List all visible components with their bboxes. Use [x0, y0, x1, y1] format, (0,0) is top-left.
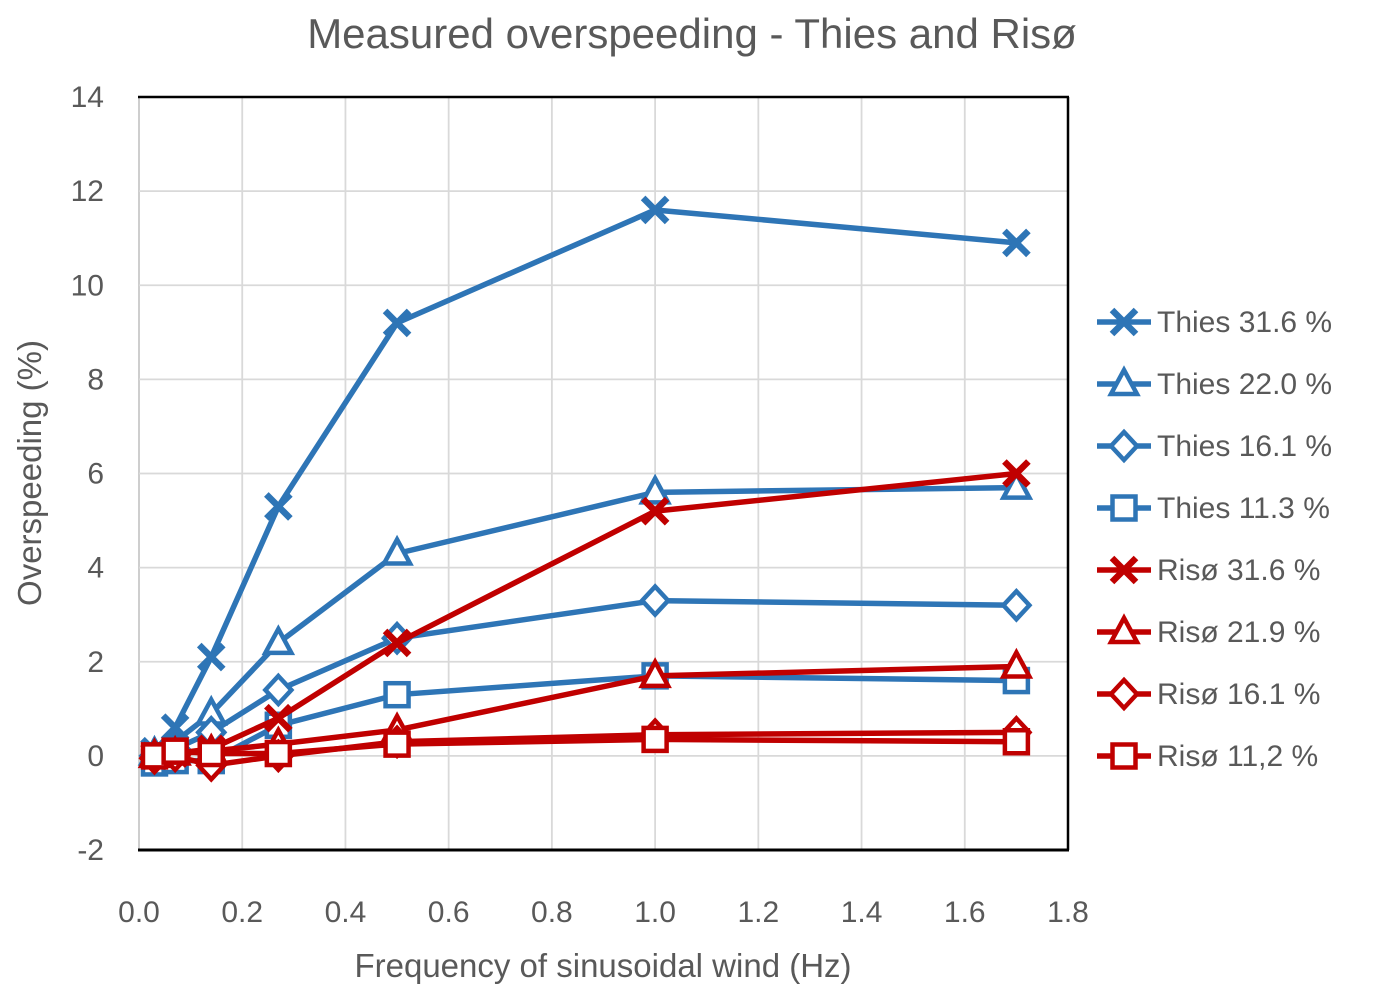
marker-square [1110, 742, 1138, 770]
marker-triangle [261, 624, 296, 656]
legend-item: Risø 21.9 % [1097, 613, 1320, 649]
marker-diamond [639, 583, 672, 618]
y-tick-label: 4 [87, 552, 104, 585]
marker-square [383, 680, 411, 709]
legend-item: Thies 31.6 % [1097, 306, 1332, 339]
marker-triangle [1107, 365, 1141, 397]
plot-border [138, 95, 1070, 852]
marker-x [1002, 228, 1031, 258]
x-tick-label: 1.4 [841, 896, 883, 929]
x-tick-label: 0.6 [428, 896, 470, 929]
marker-triangle [999, 647, 1034, 679]
legend: Thies 31.6 % Thies 22.0 % Thies 16.1 % Thie… [1097, 306, 1332, 773]
gridlines [138, 96, 1068, 850]
legend-label: Thies 11.3 % [1157, 492, 1330, 525]
marker-triangle [380, 534, 414, 566]
marker-x [382, 308, 412, 338]
marker-x [640, 496, 670, 526]
legend-item: Thies 11.3 % [1097, 492, 1330, 525]
marker-square [641, 725, 669, 754]
legend-item: Risø 31.6 % [1097, 554, 1320, 587]
legend-label: Risø 16.1 % [1157, 678, 1320, 711]
marker-square [1110, 494, 1138, 522]
chart-title: Measured overspeeding - Thies and Risø [307, 10, 1077, 57]
legend-item: Thies 16.1 % [1097, 428, 1332, 464]
y-tick-label: 10 [71, 269, 104, 302]
legend-label: Thies 22.0 % [1157, 368, 1332, 401]
marker-x [196, 642, 226, 672]
x-tick-label: 0.8 [531, 896, 573, 929]
marker-triangle [638, 473, 672, 505]
marker-square [264, 739, 293, 768]
marker-square [161, 737, 189, 765]
marker-triangle [1107, 613, 1141, 645]
series-ris-11-2- [140, 725, 1031, 770]
legend-label: Risø 11,2 % [1157, 740, 1318, 773]
x-tick-label: 0.4 [325, 896, 367, 929]
y-tick-label: 6 [87, 458, 104, 491]
y-tick-label: 0 [87, 740, 104, 773]
marker-diamond [1000, 587, 1033, 623]
legend-label: Risø 21.9 % [1157, 616, 1320, 649]
legend-item: Risø 16.1 % [1097, 676, 1320, 712]
y-tick-label: -2 [77, 834, 104, 867]
x-tick-label: 1.0 [634, 896, 676, 929]
y-axis-title: Overspeeding (%) [11, 340, 48, 606]
legend-item: Risø 11,2 % [1097, 740, 1318, 773]
marker-diamond [262, 672, 295, 708]
x-tick-label: 0.2 [221, 896, 263, 929]
marker-triangle [999, 468, 1034, 500]
marker-square [197, 739, 226, 768]
y-tick-label: 2 [87, 646, 104, 679]
marker-x [264, 703, 293, 733]
legend-label: Thies 16.1 % [1157, 430, 1332, 463]
marker-x [1109, 307, 1139, 337]
y-tick-label: 14 [71, 81, 104, 114]
marker-x [264, 492, 293, 521]
marker-square [383, 730, 411, 758]
y-tick-label: 8 [87, 363, 104, 396]
x-tick-label: 1.2 [737, 896, 779, 929]
marker-x [1109, 555, 1139, 585]
marker-diamond [1107, 676, 1141, 712]
marker-x [382, 628, 412, 658]
marker-x [640, 195, 670, 225]
x-tick-label: 1.6 [944, 896, 986, 929]
marker-square [1002, 728, 1031, 756]
legend-label: Risø 31.6 % [1157, 554, 1320, 587]
y-tick-label: 12 [71, 175, 104, 208]
x-tick-label: 1.8 [1047, 896, 1089, 929]
tick-labels: 0.0 0.2 0.4 0.6 0.8 1.0 1.2 1.4 1.6 1.8 -2 0 2 4 6 8 10 1… [71, 81, 1089, 929]
x-axis-title: Frequency of sinusoidal wind (Hz) [354, 947, 852, 984]
marker-diamond [1107, 428, 1141, 464]
marker-x [1002, 459, 1031, 488]
legend-item: Thies 22.0 % [1097, 365, 1332, 401]
legend-label: Thies 31.6 % [1157, 306, 1332, 339]
marker-triangle [638, 657, 672, 689]
x-tick-label: 0.0 [118, 896, 160, 929]
